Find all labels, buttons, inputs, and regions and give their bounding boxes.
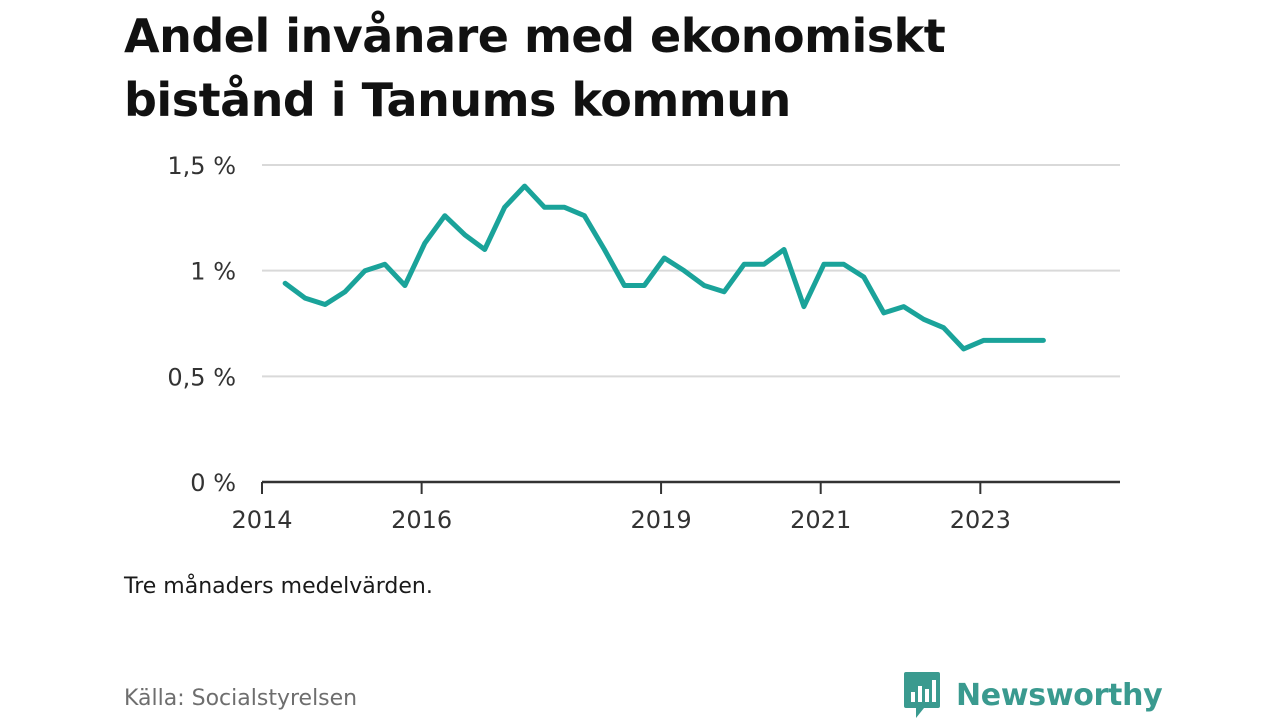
- chart-title-line-2: bistånd i Tanums kommun: [124, 73, 791, 127]
- x-tick-label: 2016: [391, 506, 452, 534]
- x-tick-label: 2014: [231, 506, 292, 534]
- y-tick-label: 1,5 %: [167, 152, 236, 180]
- brand-logo: Newsworthy: [902, 670, 1163, 720]
- line-chart: 0 % 0,5 % 1 % 1,5 % 2014 2016 2019 2021 2023: [167, 152, 1120, 534]
- chart-title: Andel invånare med ekonomiskt bistånd i …: [124, 4, 1164, 132]
- grid-lines: [262, 164, 1120, 378]
- y-tick-label: 1 %: [190, 258, 236, 286]
- chart-note: Tre månaders medelvärden.: [124, 574, 433, 599]
- x-axis: [261, 480, 1120, 494]
- chart-title-line-1: Andel invånare med ekonomiskt: [124, 9, 946, 63]
- source-label: Källa: Socialstyrelsen: [124, 686, 358, 711]
- x-tick-label: 2023: [950, 506, 1011, 534]
- y-tick-label: 0,5 %: [167, 363, 236, 391]
- newsworthy-logo-icon: [904, 672, 940, 718]
- x-tick-label: 2019: [631, 506, 692, 534]
- series-line-0: [282, 183, 1046, 352]
- y-axis-tick-labels: 0 % 0,5 % 1 % 1,5 %: [167, 152, 236, 497]
- y-tick-label: 0 %: [190, 469, 236, 497]
- series-layer: [282, 183, 1046, 352]
- x-axis-tick-labels: 2014 2016 2019 2021 2023: [231, 506, 1010, 534]
- brand-name: Newsworthy: [956, 677, 1163, 713]
- x-tick-label: 2021: [790, 506, 851, 534]
